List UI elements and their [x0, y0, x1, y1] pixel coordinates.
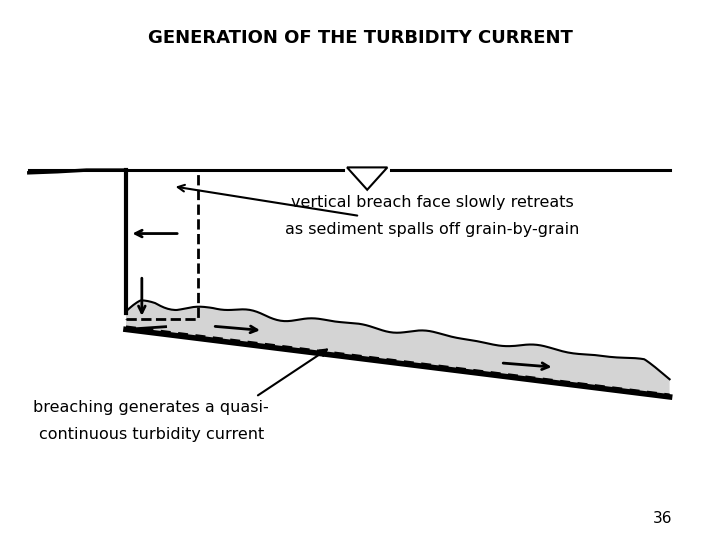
Text: 36: 36	[652, 511, 672, 526]
Text: as sediment spalls off grain-by-grain: as sediment spalls off grain-by-grain	[285, 222, 579, 237]
Text: GENERATION OF THE TURBIDITY CURRENT: GENERATION OF THE TURBIDITY CURRENT	[148, 29, 572, 47]
Text: continuous turbidity current: continuous turbidity current	[39, 427, 264, 442]
Text: breaching generates a quasi-: breaching generates a quasi-	[33, 400, 269, 415]
Text: vertical breach face slowly retreats: vertical breach face slowly retreats	[291, 195, 573, 210]
Polygon shape	[126, 300, 670, 397]
Bar	[126, 170, 198, 319]
